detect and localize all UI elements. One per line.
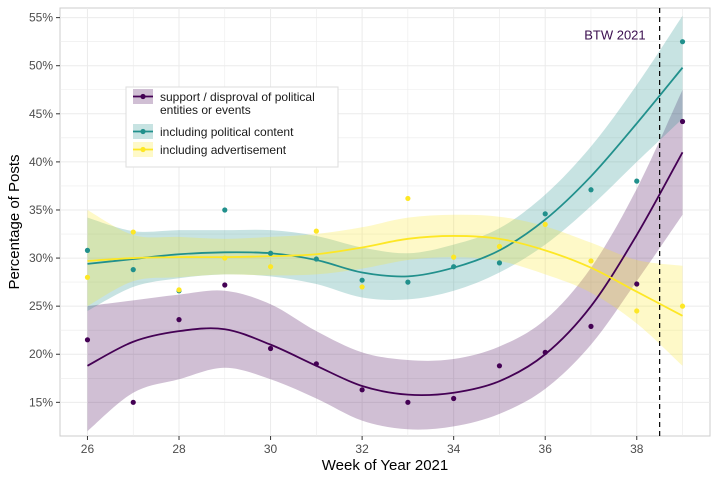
point-support-disproval-of-political: [359, 387, 365, 393]
point-support-disproval-of-political: [588, 323, 594, 329]
point-support-disproval-of-political: [130, 399, 136, 405]
x-tick-label: 38: [630, 442, 644, 456]
y-tick-label: 55%: [29, 11, 53, 25]
point-including-advertisement: [588, 258, 594, 264]
legend-entries: support / disproval of political entities…: [133, 89, 315, 157]
legend: support / disproval of political entities…: [125, 86, 339, 168]
y-axis-title: Percentage of Posts: [6, 154, 23, 289]
fit-line-support-disproval-of-political: [87, 151, 684, 397]
legend-label-support-disproval-of-political: support / disproval of political entities…: [160, 90, 315, 117]
point-including-political-content: [496, 260, 503, 266]
data-points: [84, 39, 686, 405]
y-tick-label: 50%: [29, 59, 53, 73]
y-tick-label: 25%: [29, 299, 53, 313]
point-including-political-content: [222, 207, 228, 213]
x-tick-label: 28: [172, 442, 186, 456]
point-support-disproval-of-political: [634, 281, 640, 287]
point-including-political-content: [313, 256, 319, 262]
point-including-political-content: [130, 267, 136, 273]
x-tick-label: 26: [81, 442, 95, 456]
point-support-disproval-of-political: [267, 345, 274, 352]
point-including-advertisement: [451, 254, 457, 260]
fit-line-including-advertisement: [87, 235, 683, 317]
band-including-advertisement: [87, 209, 683, 366]
x-tick-label: 32: [355, 442, 369, 456]
band-including-political-content: [87, 15, 683, 311]
point-support-disproval-of-political: [84, 337, 91, 343]
point-support-disproval-of-political: [176, 317, 182, 323]
point-including-political-content: [84, 247, 91, 253]
legend-box: [125, 86, 339, 168]
x-axis-title: Week of Year 2021: [322, 457, 449, 474]
y-tick-label: 30%: [29, 251, 53, 265]
legend-label-including-political-content: including political content: [160, 125, 294, 139]
point-including-advertisement: [313, 228, 319, 234]
point-support-disproval-of-political: [679, 118, 686, 125]
y-tick-label: 40%: [29, 155, 53, 169]
legend-point-including-advertisement: [140, 146, 146, 153]
point-including-political-content: [405, 279, 411, 285]
point-including-advertisement: [359, 284, 365, 290]
legend-label-including-advertisement: including advertisement: [160, 143, 287, 157]
point-support-disproval-of-political: [313, 361, 319, 367]
legend-point-including-political-content: [140, 128, 146, 135]
point-support-disproval-of-political: [451, 395, 457, 402]
x-axis-ticks: 26 28 30 32 34 36 38: [81, 436, 644, 456]
point-including-advertisement: [405, 195, 411, 202]
election-marker-label: BTW 2021: [584, 28, 645, 43]
fit-lines: [87, 67, 684, 397]
point-including-advertisement: [679, 303, 686, 309]
point-support-disproval-of-political: [496, 363, 503, 369]
point-support-disproval-of-political: [542, 349, 548, 355]
y-tick-label: 20%: [29, 347, 53, 361]
point-including-advertisement: [496, 243, 503, 250]
point-including-political-content: [359, 277, 365, 283]
point-support-disproval-of-political: [222, 282, 228, 288]
point-including-advertisement: [84, 274, 91, 280]
point-including-advertisement: [267, 264, 274, 270]
x-tick-label: 34: [447, 442, 461, 456]
point-including-advertisement: [542, 221, 548, 228]
point-including-advertisement: [222, 255, 228, 261]
point-including-political-content: [679, 39, 686, 45]
confidence-bands: [87, 15, 683, 432]
y-tick-label: 45%: [29, 107, 53, 121]
point-including-advertisement: [130, 229, 136, 235]
point-including-advertisement: [634, 308, 640, 314]
point-including-political-content: [588, 187, 594, 193]
fit-line-including-political-content: [87, 67, 684, 278]
y-axis-ticks: 15% 20% 25% 30% 35% 40% 45% 50% 55%: [29, 11, 60, 409]
point-including-political-content: [542, 211, 548, 217]
legend-point-support-disproval-of-political: [140, 93, 146, 100]
x-tick-label: 36: [539, 442, 553, 456]
y-tick-label: 15%: [29, 395, 53, 409]
y-tick-label: 35%: [29, 203, 53, 217]
x-tick-label: 30: [264, 442, 278, 456]
point-including-advertisement: [176, 287, 182, 293]
point-including-political-content: [451, 264, 457, 270]
point-including-political-content: [267, 250, 274, 256]
band-support-disproval-of-political: [87, 89, 683, 432]
plot-panel: [59, 7, 711, 437]
point-support-disproval-of-political: [405, 399, 411, 405]
point-including-political-content: [634, 178, 640, 184]
